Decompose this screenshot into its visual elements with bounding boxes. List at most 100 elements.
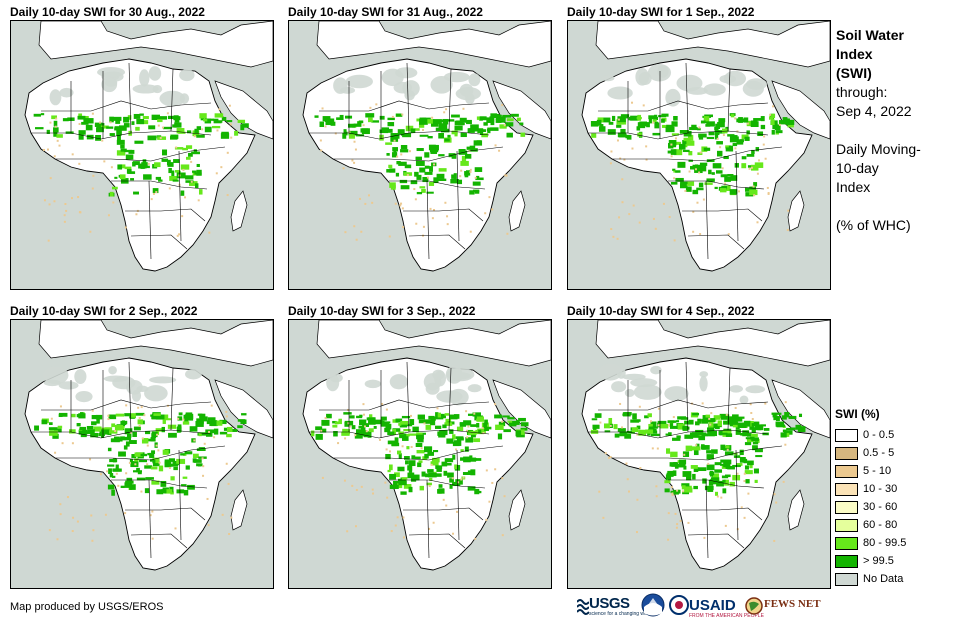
wet-cell <box>79 426 87 431</box>
wet-cell <box>729 421 739 427</box>
dry-cell <box>442 498 445 501</box>
dry-cell <box>734 117 737 120</box>
wet-cell <box>212 118 219 121</box>
wet-cell <box>320 428 327 433</box>
dry-cell <box>672 416 675 419</box>
dry-cell <box>208 430 211 433</box>
wet-cell <box>86 425 94 430</box>
dry-cell <box>128 461 131 464</box>
wet-cell <box>182 147 188 151</box>
wet-cell <box>676 435 681 439</box>
no-data-patch <box>432 369 445 380</box>
country-border <box>426 180 430 260</box>
wet-cell <box>418 419 428 424</box>
dry-cell <box>146 463 149 466</box>
wet-cell <box>678 143 686 150</box>
wet-cell <box>416 148 424 152</box>
wet-cell <box>379 134 384 141</box>
dry-cell <box>639 467 642 470</box>
dry-cell <box>696 201 699 204</box>
no-data-patch <box>149 376 177 384</box>
wet-cell <box>724 479 729 486</box>
wet-cell <box>725 147 734 152</box>
europe-landmass <box>38 21 273 68</box>
wet-cell <box>786 427 794 431</box>
dry-cell <box>756 221 759 224</box>
legend-item: 5 - 10 <box>835 462 955 480</box>
wet-cell <box>455 436 464 439</box>
wet-cell <box>120 436 125 441</box>
legend-swatch <box>835 572 858 586</box>
wet-cell <box>701 418 709 424</box>
wet-cell <box>90 432 99 438</box>
no-data-patch <box>611 381 627 393</box>
wet-cell <box>400 185 410 190</box>
wet-cell <box>151 450 156 454</box>
dry-cell <box>48 529 51 532</box>
wet-cell <box>704 182 713 185</box>
no-data-patch <box>59 87 74 98</box>
dry-cell <box>42 148 45 151</box>
wet-cell <box>516 420 520 425</box>
wet-cell <box>400 144 408 150</box>
wet-cell <box>197 413 203 416</box>
wet-cell <box>628 116 636 121</box>
dry-cell <box>393 139 396 142</box>
dry-cell <box>378 438 381 441</box>
dry-cell <box>656 447 659 450</box>
usgs-wave-icon <box>577 599 589 615</box>
wet-cell <box>178 412 183 416</box>
wet-cell <box>474 190 480 194</box>
dry-cell <box>702 198 705 201</box>
wet-cell <box>419 485 424 491</box>
wet-cell <box>668 140 677 146</box>
wet-cell <box>414 171 419 177</box>
dry-cell <box>455 448 458 451</box>
wet-cell <box>143 174 152 180</box>
country-border <box>687 533 745 549</box>
wet-cell <box>416 434 424 440</box>
wet-cell <box>41 419 48 425</box>
wet-cell <box>466 119 472 125</box>
country-border <box>456 150 460 242</box>
wet-cell <box>395 418 403 423</box>
legend-label: 5 - 10 <box>863 465 892 477</box>
panel-title: Daily 10-day SWI for 1 Sep., 2022 <box>567 5 755 19</box>
wet-cell <box>599 124 604 129</box>
no-data-patch <box>364 379 382 389</box>
wet-cell <box>369 414 373 420</box>
wet-cell <box>158 465 164 472</box>
wet-cell <box>203 118 208 122</box>
wet-cell <box>415 156 422 161</box>
wet-cell <box>797 426 806 432</box>
wet-cell <box>707 418 716 423</box>
wet-cell <box>417 437 424 443</box>
dry-cell <box>671 493 674 496</box>
dry-cell <box>626 478 629 481</box>
dry-cell <box>43 199 46 202</box>
dry-cell <box>451 477 454 480</box>
wet-cell <box>616 124 622 128</box>
wet-cell <box>636 425 641 430</box>
wet-cell <box>670 149 677 155</box>
wet-cell <box>403 172 413 176</box>
wet-cell <box>673 115 678 121</box>
wet-cell <box>693 449 699 456</box>
wet-cell <box>657 420 667 425</box>
wet-cell <box>484 419 488 425</box>
country-border <box>705 180 709 260</box>
wet-cell <box>704 114 713 118</box>
wet-cell <box>147 452 151 456</box>
africa-map-svg <box>289 21 551 289</box>
wet-cell <box>617 132 627 138</box>
wet-cell <box>398 423 402 426</box>
dry-cell <box>91 409 94 412</box>
dry-cell <box>782 480 785 483</box>
wet-cell <box>80 412 84 418</box>
madagascar <box>230 190 248 232</box>
dry-cell <box>740 506 743 509</box>
wet-cell <box>706 159 715 163</box>
dry-cell <box>388 235 391 238</box>
wet-cell <box>53 428 62 432</box>
wet-cell <box>346 429 351 435</box>
